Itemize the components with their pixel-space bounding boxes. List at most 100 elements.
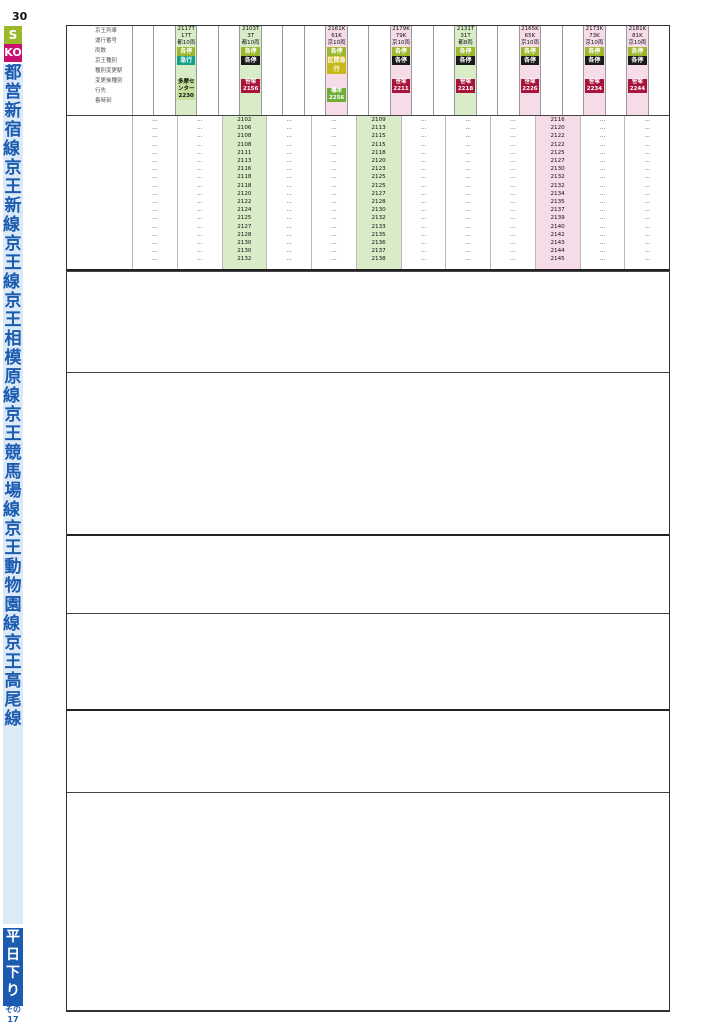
train-column[interactable]: 2179K 79K 京10両 各停 各停 笹塚 2211 <box>390 26 413 115</box>
train-column[interactable]: 2173K 73K 京10両 各停 各停 笹塚 2234 <box>584 26 606 115</box>
keio-type-badge: 各停 <box>585 56 604 65</box>
train-column <box>498 26 520 115</box>
time-cell: … <box>510 174 516 181</box>
time-cell: 2113 <box>237 158 252 165</box>
time-cell: … <box>152 133 158 140</box>
time-cell: … <box>286 190 292 197</box>
time-cell: … <box>599 182 606 189</box>
time-cell: … <box>196 190 203 197</box>
time-cell: … <box>644 199 650 206</box>
time-cell: … <box>644 256 650 263</box>
train-column[interactable]: 2181K 81K 京10両 各停 各停 笹塚 2244 <box>627 26 649 115</box>
train-column <box>154 26 176 115</box>
time-cell: … <box>510 182 516 189</box>
time-cell: … <box>331 256 337 263</box>
train-column <box>348 26 370 115</box>
time-cell: 2122 <box>237 199 252 206</box>
destination-badge: 笹塚 <box>585 79 604 86</box>
car-count: 都8両 <box>458 40 473 46</box>
time-cell: … <box>331 223 337 230</box>
time-cell: 2116 <box>237 166 252 173</box>
time-cell: … <box>152 174 158 181</box>
time-cell: … <box>196 207 203 214</box>
time-cell: … <box>420 231 427 238</box>
time-cell: 2102 <box>237 117 252 123</box>
train-column[interactable]: 2117T 17T 都10両 各停 急行 多摩センター 2230 <box>175 26 198 115</box>
time-cell: 2118 <box>237 182 252 189</box>
time-cell: 2132 <box>371 215 386 222</box>
time-cell: … <box>510 166 516 173</box>
arrival-time: 2218 <box>456 86 475 93</box>
time-cell: … <box>644 207 650 214</box>
train-number: 2117T <box>177 26 195 32</box>
train-column <box>283 26 305 115</box>
time-cell: … <box>331 133 337 140</box>
time-cell: … <box>599 158 606 165</box>
time-cell: … <box>420 174 427 181</box>
time-cell: … <box>510 248 516 255</box>
time-cell: … <box>152 149 158 156</box>
train-column[interactable]: 2131T 31T 都8両 各停 各停 笹塚 2218 <box>455 26 477 115</box>
time-cell: … <box>420 248 427 255</box>
time-cell: … <box>510 117 516 123</box>
time-cell: … <box>599 223 606 230</box>
train-header-row <box>67 711 669 793</box>
time-cell: … <box>152 158 158 165</box>
time-cell: … <box>152 166 158 173</box>
time-cell: … <box>510 149 516 156</box>
time-cell: … <box>599 133 606 140</box>
time-column: ……………………………………………… <box>491 116 536 269</box>
time-cell: 2132 <box>550 174 565 181</box>
time-cell: 2128 <box>371 199 386 206</box>
time-cell: 2142 <box>550 231 565 238</box>
car-count: 京10両 <box>628 40 647 46</box>
destination-badge: 笹塚 <box>391 79 411 86</box>
operation-number: 73K <box>589 33 600 39</box>
time-cell: … <box>331 174 337 181</box>
time-cell: 2132 <box>550 182 565 189</box>
keio-type-badge: 各停 <box>241 56 260 65</box>
time-cell: … <box>286 182 292 189</box>
keio-badge: KO <box>4 44 22 62</box>
header-label: 運行番号 <box>95 38 118 44</box>
time-cell: … <box>465 133 471 140</box>
header-label: 種別変更駅 <box>95 68 123 74</box>
car-count: 都10両 <box>177 40 196 46</box>
operation-number: 81K <box>632 33 643 39</box>
train-column[interactable]: 2165K 65K 京10両 各停 各停 笹塚 2226 <box>519 26 542 115</box>
time-cell: … <box>644 166 650 173</box>
time-cell: … <box>465 166 471 173</box>
train-number: 2103T <box>241 26 260 32</box>
operation-number: 17T <box>181 33 192 39</box>
time-cell: … <box>196 182 203 189</box>
time-cell: … <box>465 125 471 132</box>
time-cell: 2115 <box>371 133 386 140</box>
header-labels: 京王列車 運行番号 両数 京王種別 種別変更駅 変更後種別 行先 着時刻 <box>67 26 133 115</box>
train-number: 2165K <box>521 26 539 32</box>
time-cell: … <box>152 231 158 238</box>
time-cell: … <box>286 256 292 263</box>
car-count: 京10両 <box>392 40 411 46</box>
time-column: ……………………………………………… <box>312 116 357 269</box>
time-cell: … <box>510 223 516 230</box>
time-cell: … <box>420 223 427 230</box>
time-cell: … <box>152 223 158 230</box>
train-column[interactable]: 2161K 61K 京10両 各停 区間急行 橋本 2256 <box>326 26 348 115</box>
header-label: 行先 <box>95 88 107 94</box>
time-cell: … <box>644 174 650 181</box>
operation-number: 3T <box>247 33 255 39</box>
train-column[interactable]: 2103T 3T 都10両 各停 各停 笹塚 2156 <box>240 26 262 115</box>
time-cell: … <box>420 117 427 123</box>
time-cell: … <box>286 158 292 165</box>
time-cell: … <box>644 190 650 197</box>
time-cell: … <box>510 133 516 140</box>
operation-number: 61K <box>331 33 342 39</box>
time-cell: … <box>420 207 427 214</box>
time-cell: … <box>599 215 606 222</box>
time-cell: … <box>510 256 516 263</box>
time-cell: … <box>510 125 516 132</box>
time-cell: … <box>465 207 471 214</box>
time-cell: … <box>152 117 158 123</box>
time-cell: … <box>286 231 292 238</box>
train-column <box>219 26 241 115</box>
